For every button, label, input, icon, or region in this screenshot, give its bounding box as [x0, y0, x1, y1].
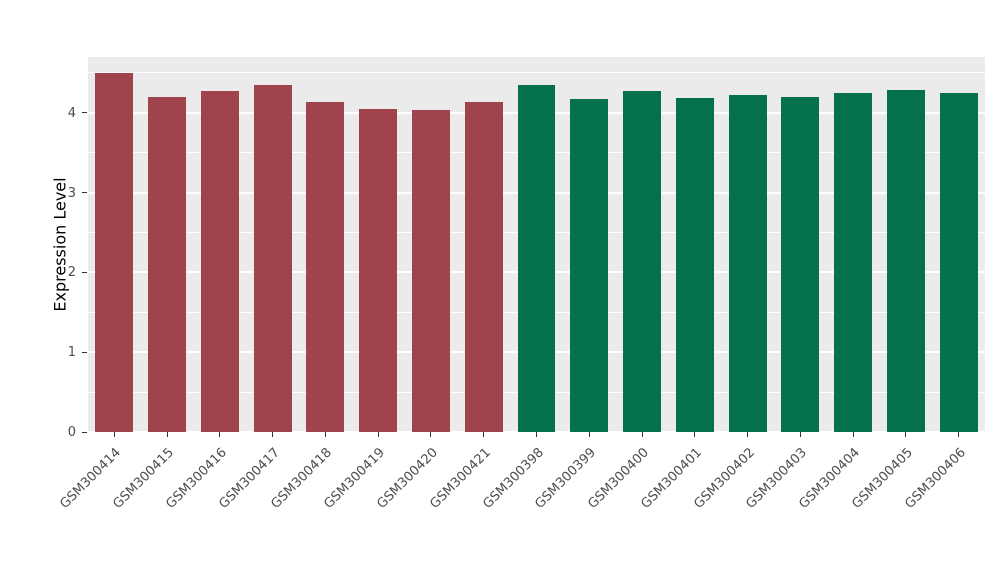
y-tick-mark	[82, 192, 87, 194]
y-tick-mark	[82, 271, 87, 273]
bar-GSM300402	[728, 94, 767, 432]
x-tick-mark	[272, 432, 274, 437]
bar-GSM300404	[834, 92, 873, 432]
x-tick-mark	[219, 432, 221, 437]
x-tick-mark	[324, 432, 326, 437]
bar-GSM300406	[939, 92, 978, 432]
bar-GSM300400	[623, 91, 662, 432]
x-tick-mark	[747, 432, 749, 437]
x-tick-mark	[483, 432, 485, 437]
y-tick-mark	[82, 431, 87, 433]
x-tick-mark	[430, 432, 432, 437]
bar-GSM300419	[359, 108, 398, 432]
x-tick-mark	[852, 432, 854, 437]
y-tick-label: 2	[67, 265, 76, 281]
y-tick-label: 4	[67, 105, 76, 121]
bar-GSM300414	[95, 72, 134, 432]
x-tick-mark	[694, 432, 696, 437]
x-tick-mark	[377, 432, 379, 437]
bar-GSM300398	[517, 84, 556, 432]
bar-GSM300399	[570, 99, 609, 432]
y-tick-mark	[82, 351, 87, 353]
bar-GSM300401	[675, 98, 714, 432]
y-tick-mark	[82, 112, 87, 114]
bar-GSM300415	[148, 96, 187, 432]
bar-GSM300418	[306, 102, 345, 432]
bar-GSM300417	[253, 84, 292, 432]
bar-GSM300421	[464, 101, 503, 432]
x-tick-mark	[905, 432, 907, 437]
y-tick-label: 3	[67, 185, 76, 201]
plot-panel	[88, 57, 985, 433]
y-tick-label: 0	[67, 425, 76, 440]
x-tick-mark	[588, 432, 590, 437]
x-tick-mark	[113, 432, 115, 437]
x-tick-mark	[958, 432, 960, 437]
bar-GSM300403	[781, 96, 820, 432]
bar-GSM300405	[886, 89, 925, 432]
x-tick-mark	[536, 432, 537, 437]
bar-GSM300420	[411, 110, 450, 432]
x-tick-mark	[799, 432, 801, 437]
minor-gridline	[88, 72, 985, 74]
bar-GSM300416	[200, 90, 239, 432]
x-tick-mark	[166, 432, 168, 437]
y-tick-label: 1	[67, 345, 76, 361]
x-tick-mark	[641, 432, 643, 437]
